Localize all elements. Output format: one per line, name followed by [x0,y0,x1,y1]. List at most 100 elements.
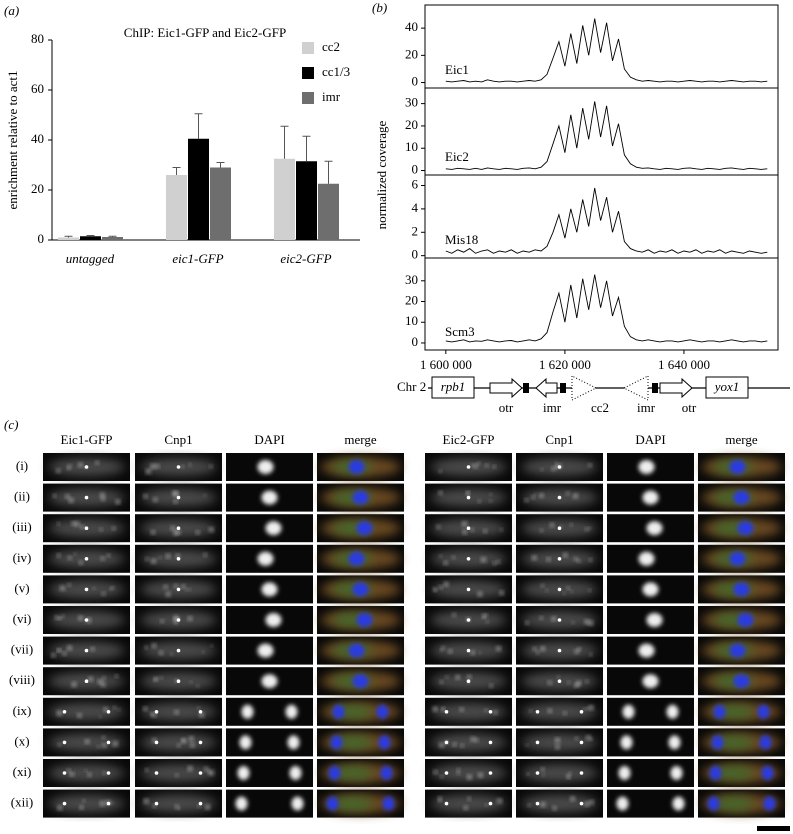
micrograph [43,514,130,543]
spot [106,771,111,775]
micrograph [607,728,694,757]
cell-glow [140,702,217,721]
y-tick-label: 10 [405,139,418,154]
cell-glow [430,794,507,813]
image-background [226,728,313,757]
speckle [566,586,570,590]
nucleus [261,490,278,505]
speckle [574,649,579,654]
speckle [102,676,106,680]
speckle [199,712,204,717]
micrograph [607,606,694,634]
y-tick-label: 4 [412,200,419,215]
speckle [88,677,93,682]
speckle [583,707,586,711]
nucleus-merge [759,735,772,750]
nucleus [638,460,655,474]
error-bar [324,160,333,184]
speckle [496,560,500,564]
nucleus [257,551,274,566]
track-label: Scm3 [445,324,475,339]
micrograph [226,636,313,665]
micrograph [516,544,603,573]
speckle [97,745,100,748]
speckle [100,493,105,498]
spot [488,740,493,745]
speckle [170,652,173,656]
nucleus-merge [352,582,369,597]
nucleus-merge [733,490,750,505]
micrograph [607,667,694,696]
nucleus-merge [709,766,722,780]
speckle [160,676,163,680]
speckle [210,644,213,647]
speckle [467,797,471,801]
column-header: Cnp1 [545,432,573,447]
micrograph [43,759,130,787]
speckle [107,554,111,557]
spot [84,526,89,530]
speckle [496,646,501,651]
micrograph [226,483,313,512]
speckle [90,647,95,651]
speckle [541,767,545,772]
nucleus [670,766,683,780]
speckle [189,736,194,741]
micrograph [607,636,694,665]
spot [176,526,181,530]
speckle [51,653,55,658]
speckle [589,558,592,562]
speckle [588,589,591,592]
y-tick-label: 20 [405,292,418,307]
micrograph [607,483,694,512]
micrograph [226,453,313,481]
speckle [481,557,486,562]
nucleus-merge [707,796,720,811]
nucleus-merge [761,766,774,780]
speckle [67,583,71,587]
speckle [178,807,181,810]
nucleus [289,766,302,780]
column-header: merge [725,432,757,447]
y-tick-label: 0 [412,247,419,262]
spot [579,771,584,775]
speckle [103,707,108,712]
legend-swatch [302,67,314,79]
speckle [71,682,77,687]
nucleus [618,766,631,780]
speckle [196,530,200,535]
speckle [102,743,106,748]
speckle [568,771,572,775]
column-header: Eic2-GFP [443,432,495,447]
speckle [557,675,560,679]
spot [62,740,67,745]
speckle [197,706,200,710]
nucleus-merge [330,735,343,750]
nucleus-merge [348,460,365,474]
speckle [570,523,573,527]
nucleus [265,521,282,536]
speckle [110,801,113,804]
speckle [443,561,448,565]
nucleus [642,582,659,597]
micrograph [425,728,512,757]
nucleus [622,704,635,719]
speckle [554,465,558,468]
coverage-line [445,18,768,83]
scale-bar [757,826,790,831]
speckle [433,770,438,774]
row-label: (iv) [13,550,32,565]
micrograph [317,789,404,818]
nucleus [666,704,679,719]
nucleus-merge [729,460,746,474]
micrograph [425,544,512,573]
error-bar [216,162,225,168]
y-tick-label: 20 [31,181,44,196]
speckle [466,491,470,495]
speckle [101,592,106,596]
speckle [166,554,170,558]
speckle [174,491,179,496]
micrograph [226,697,313,726]
speckle [67,467,70,470]
bar [188,138,209,240]
